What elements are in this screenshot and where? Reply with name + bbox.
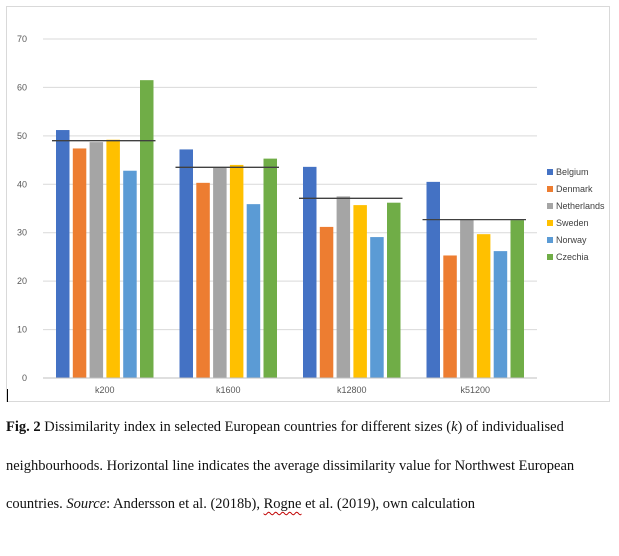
bar-sweden-k200 (106, 139, 120, 378)
legend-swatch-netherlands (547, 203, 553, 209)
chart-area: 0 10 20 30 40 50 60 70 k200 k1600 k12800 k51200 Belg… (6, 6, 610, 402)
bar-belgium-k12800 (303, 166, 317, 378)
legend-label-belgium: Belgium (556, 167, 589, 177)
bar-sweden-k1600 (229, 164, 244, 378)
y-tick-label: 30 (17, 228, 27, 238)
bar-netherlands-k51200 (460, 219, 474, 378)
bar-belgium-k200 (56, 130, 70, 378)
bar-norway-k1600 (246, 204, 261, 378)
y-tick-label: 50 (17, 131, 27, 141)
bar-netherlands-k200 (89, 142, 104, 378)
spellcheck-word[interactable]: Rogne (263, 496, 302, 512)
caption-part-3: : Andersson et al. (2018b), (106, 496, 264, 512)
k-symbol: k (451, 419, 458, 435)
bar-czechia-k200 (140, 80, 154, 379)
legend-label-netherlands: Netherlands (556, 201, 605, 211)
caption-text: Fig. 2 Dissimilarity index in selected E… (6, 408, 610, 524)
figure-label: Fig. 2 (6, 419, 41, 435)
legend-swatch-denmark (547, 186, 553, 192)
y-tick-label: 70 (17, 34, 27, 44)
caption-part-1: Dissimilarity index in selected European… (40, 419, 452, 435)
legend-label-norway: Norway (556, 235, 587, 245)
caption-part-2: ) of individualised neighbourhoods. Hori… (6, 419, 575, 512)
legend-label-denmark: Denmark (556, 184, 593, 194)
bar-netherlands-k12800 (336, 196, 351, 378)
text-cursor (7, 389, 8, 402)
bar-chart: 0 10 20 30 40 50 60 70 k200 k1600 k12800 k51200 Belg… (17, 34, 605, 395)
y-tick-label: 60 (17, 82, 27, 92)
legend-label-sweden: Sweden (556, 218, 589, 228)
y-tick-label: 20 (17, 276, 27, 286)
x-tick-label: k51200 (460, 385, 490, 395)
bar-netherlands-k1600 (213, 167, 227, 378)
figure-caption: Fig. 2 Dissimilarity index in selected E… (6, 408, 610, 524)
bar-sweden-k51200 (476, 234, 491, 378)
x-tick-label: k200 (95, 385, 115, 395)
bar-czechia-k1600 (263, 158, 277, 378)
bar-denmark-k1600 (196, 182, 210, 378)
caption-part-4: et al. (2019), own calculation (301, 496, 476, 512)
y-tick-label: 0 (22, 373, 27, 383)
legend-swatch-sweden (547, 220, 553, 226)
source-label: Source (66, 496, 107, 512)
y-tick-label: 10 (17, 325, 27, 335)
legend-label-czechia: Czechia (556, 252, 589, 262)
bar-denmark-k12800 (319, 226, 334, 378)
y-tick-label: 40 (17, 179, 27, 189)
legend-swatch-norway (547, 237, 553, 243)
bar-norway-k12800 (370, 237, 384, 378)
bar-czechia-k51200 (510, 220, 524, 378)
bar-norway-k51200 (493, 251, 508, 378)
bar-denmark-k51200 (443, 255, 457, 378)
legend-swatch-czechia (547, 254, 553, 260)
x-tick-label: k12800 (337, 385, 367, 395)
bar-sweden-k12800 (353, 205, 367, 378)
bar-czechia-k12800 (387, 202, 401, 378)
legend-swatch-belgium (547, 169, 553, 175)
bar-norway-k200 (123, 170, 137, 378)
x-tick-label: k1600 (216, 385, 241, 395)
bar-denmark-k200 (72, 148, 87, 378)
bar-belgium-k1600 (179, 149, 193, 378)
bar-belgium-k51200 (426, 181, 440, 378)
